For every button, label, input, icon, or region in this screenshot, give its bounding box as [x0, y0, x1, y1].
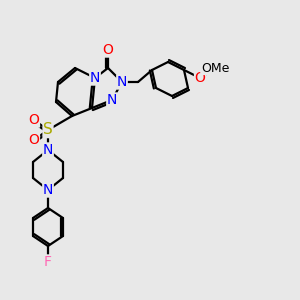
Text: O: O [195, 71, 206, 85]
Text: S: S [43, 122, 53, 137]
Text: N: N [107, 93, 117, 107]
Text: N: N [43, 143, 53, 157]
Text: O: O [28, 133, 39, 147]
Text: F: F [44, 255, 52, 269]
Text: N: N [90, 71, 100, 85]
Text: N: N [43, 183, 53, 197]
Text: N: N [117, 75, 127, 89]
Text: OMe: OMe [201, 61, 229, 74]
Text: O: O [28, 113, 39, 127]
Text: O: O [103, 43, 113, 57]
